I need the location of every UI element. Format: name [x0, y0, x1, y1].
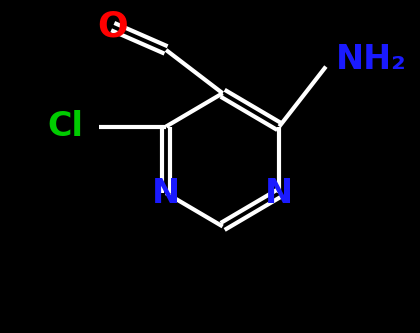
Text: Cl: Cl	[47, 110, 83, 143]
Text: N: N	[152, 176, 180, 210]
Text: N: N	[265, 176, 293, 210]
Text: O: O	[97, 10, 128, 44]
Text: NH₂: NH₂	[336, 43, 407, 77]
